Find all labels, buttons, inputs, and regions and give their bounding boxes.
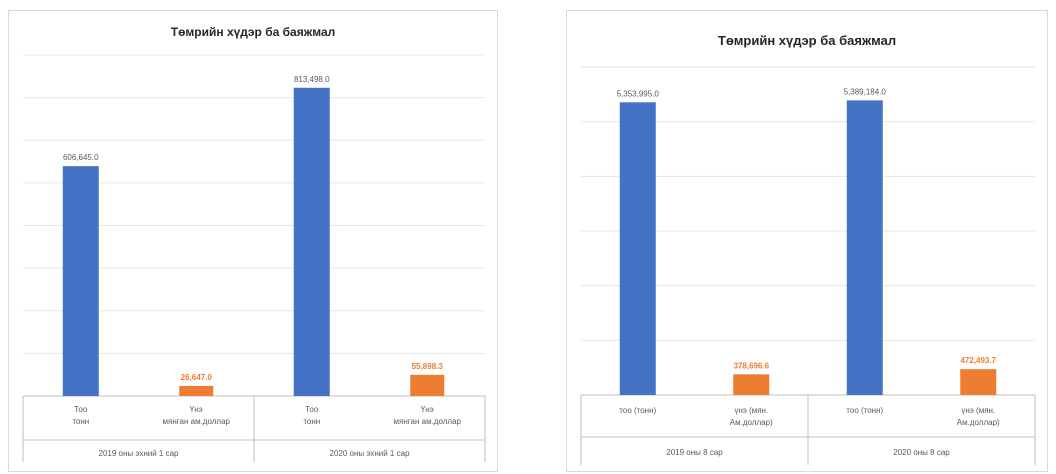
category-tick-label: Үнэ — [190, 405, 203, 414]
category-tick-label: үнэ (мян. — [734, 406, 768, 415]
category-tick-label: Ам.доллар) — [957, 418, 1000, 427]
category-tick-label: тонн — [303, 417, 320, 426]
chart-title: Төмрийн хүдэр ба баяжмал — [717, 33, 897, 48]
data-label: 55,898.3 — [412, 362, 444, 371]
data-label: 813,498.0 — [294, 75, 330, 84]
group-label: 2019 оны эхний 1 сар — [99, 449, 180, 458]
bar-chart-left: 606,645.0 Тоо тонн 26,647.0 Үнэ мянган ам.дол… — [22, 54, 486, 462]
group-label: 2020 оны эхний 1 сар — [330, 449, 411, 458]
category-tick-label: Үнэ — [421, 405, 434, 414]
bar — [62, 166, 99, 396]
bar — [960, 369, 997, 395]
chart-title: Төмрийн хүдэр ба баяжмал — [170, 25, 336, 39]
category-tick-label: тонн — [72, 417, 89, 426]
category-tick-label: тоо (тонн) — [619, 406, 656, 415]
data-label: 606,645.0 — [63, 153, 99, 162]
bar-chart-right: 5,353,995.0 тоо (тонн) 378,696.6 үнэ (мян. А… — [580, 66, 1036, 465]
bar — [293, 87, 330, 396]
data-label: 472,493.7 — [960, 356, 996, 365]
bar — [410, 374, 445, 396]
data-label: 5,353,995.0 — [617, 89, 660, 98]
chart-panel-left: Төмрийн хүдэр ба баяжмал 606,645.0 Тоо тон… — [8, 10, 498, 472]
bar — [733, 374, 770, 395]
data-label: 26,647.0 — [181, 373, 213, 382]
group-label: 2020 оны 8 сар — [893, 448, 950, 457]
bar — [179, 385, 214, 396]
data-label: 5,389,184.0 — [844, 87, 887, 96]
category-tick-label: үнэ (мян. — [961, 406, 995, 415]
category-tick-label: тоо (тонн) — [846, 406, 883, 415]
data-label: 378,696.6 — [733, 361, 769, 370]
category-tick-label: Тоо — [305, 405, 319, 414]
chart-panel-right: Төмрийн хүдэр ба баяжмал 5,353,995.0 тоо … — [566, 10, 1048, 472]
group-label: 2019 оны 8 сар — [666, 448, 723, 457]
category-tick-label: мянган ам.доллар — [163, 417, 231, 426]
bar — [619, 102, 656, 395]
category-tick-label: Ам.доллар) — [730, 418, 773, 427]
category-tick-label: мянган ам.доллар — [394, 417, 462, 426]
category-tick-label: Тоо — [74, 405, 88, 414]
bar — [846, 100, 883, 396]
